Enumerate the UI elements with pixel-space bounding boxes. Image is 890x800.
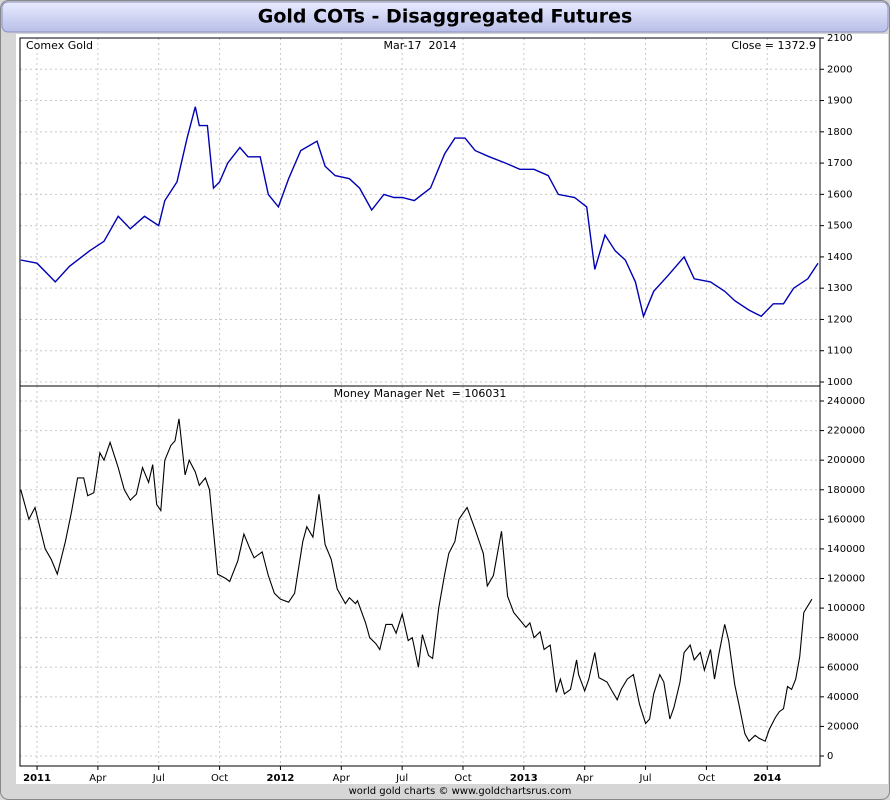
- annotation: Mar-17 2014: [383, 39, 456, 52]
- y-tick-label: 1900: [827, 96, 852, 107]
- annotation: Comex Gold: [26, 39, 93, 52]
- x-tick-label: Oct: [211, 773, 228, 784]
- y-tick-label: 2100: [827, 33, 852, 44]
- x-tick-label: Apr: [333, 773, 351, 784]
- data-line: [20, 418, 813, 743]
- annotation: Close = 1372.9: [731, 39, 816, 52]
- page-title: Gold COTs - Disaggregated Futures: [258, 6, 633, 28]
- x-tick-label: Oct: [698, 773, 715, 784]
- y-tick-label: 2000: [827, 64, 852, 75]
- y-tick-label: 160000: [827, 514, 865, 525]
- y-tick-label: 180000: [827, 485, 865, 496]
- x-tick-label: Jul: [639, 773, 652, 784]
- x-tick-label: Oct: [454, 773, 471, 784]
- x-tick-label: 2013: [510, 773, 538, 784]
- y-tick-label: 60000: [827, 662, 859, 673]
- x-tick-label: Jul: [152, 773, 165, 784]
- footer: world gold charts © www.goldchartsrus.co…: [349, 786, 572, 797]
- plot-background: [16, 34, 888, 784]
- y-tick-label: 40000: [827, 692, 859, 703]
- y-tick-label: 1500: [827, 221, 852, 232]
- x-tick-label: Jul: [395, 773, 408, 784]
- x-tick-label: 2011: [23, 773, 51, 784]
- y-tick-label: 1300: [827, 283, 852, 294]
- y-tick-label: 1000: [827, 377, 852, 388]
- y-tick-label: 240000: [827, 396, 865, 407]
- y-tick-label: 80000: [827, 633, 859, 644]
- y-tick-label: 100000: [827, 603, 865, 614]
- y-tick-label: 200000: [827, 455, 865, 466]
- y-tick-label: 1400: [827, 252, 852, 263]
- y-tick-label: 220000: [827, 426, 865, 437]
- plot-frame: [19, 37, 821, 767]
- y-tick-label: 20000: [827, 721, 859, 732]
- y-tick-label: 1800: [827, 127, 852, 138]
- x-tick-label: Apr: [89, 773, 107, 784]
- x-tick-label: Apr: [576, 773, 594, 784]
- annotation: Money Manager Net = 106031: [334, 387, 507, 400]
- y-tick-label: 120000: [827, 574, 865, 585]
- y-tick-label: 140000: [827, 544, 865, 555]
- title-bar: [1, 1, 889, 33]
- y-tick-label: 1700: [827, 158, 852, 169]
- data-line: [20, 106, 819, 319]
- y-tick-label: 1600: [827, 189, 852, 200]
- x-tick-label: 2012: [267, 773, 295, 784]
- y-tick-label: 0: [827, 751, 833, 762]
- y-tick-label: 1100: [827, 346, 852, 357]
- x-tick-label: 2014: [753, 773, 781, 784]
- y-tick-label: 1200: [827, 314, 852, 325]
